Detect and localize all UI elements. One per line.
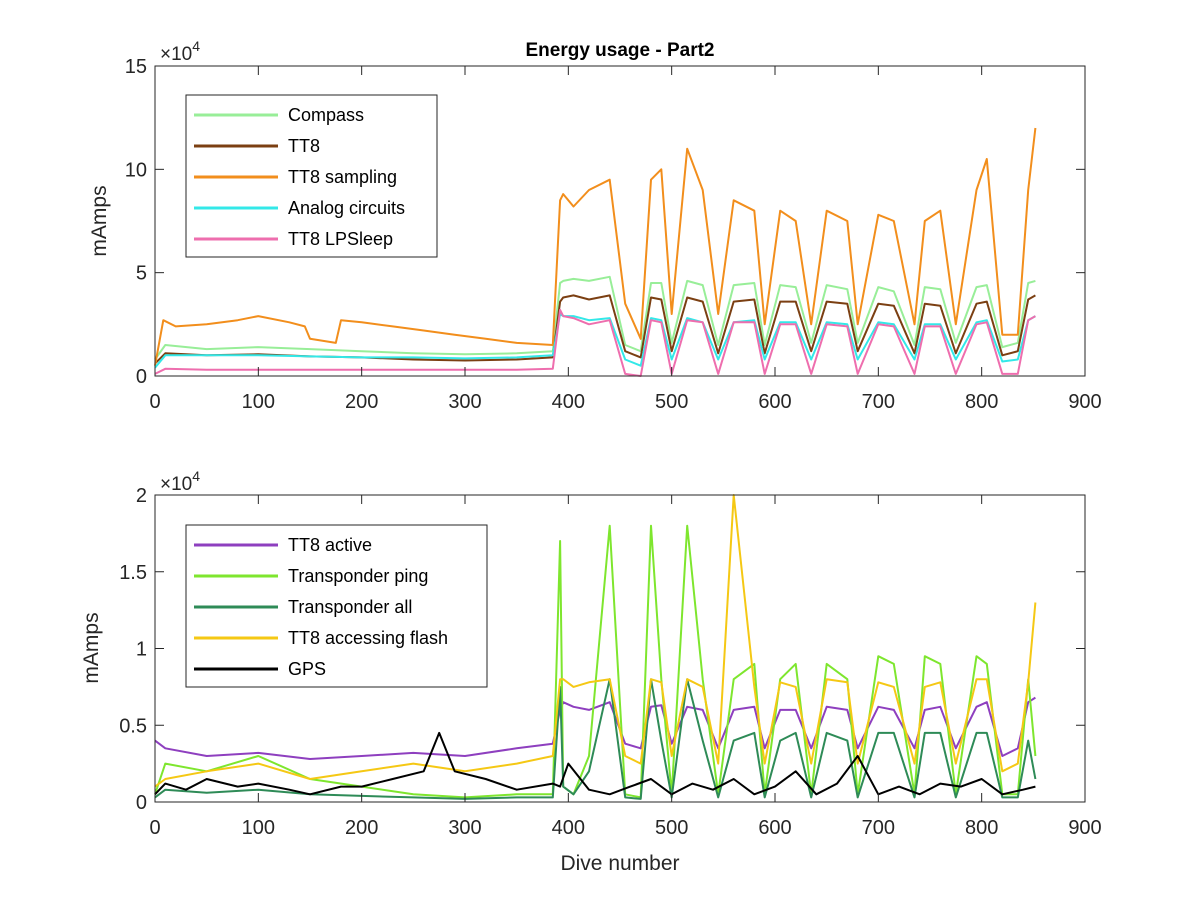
top-chart-x-tick-label: 100	[242, 391, 275, 413]
top-chart-x-tick-label: 800	[965, 391, 998, 413]
bottom-chart-y-tick-label: 1.5	[119, 562, 147, 584]
bottom-chart-ticks: 0 100 200 300 400 500 600 700 800 900 0 0.5 1 1.5 2	[119, 485, 1102, 839]
bottom-chart-x-axis-label: Dive number	[560, 852, 679, 875]
bottom-chart: 0 100 200 300 400 500 600 700 800 900 0 0.5 1 1.5 2 Di…	[80, 468, 1102, 875]
top-chart-series	[154, 127, 1037, 377]
bottom-chart-series-transponder-ping	[154, 524, 1037, 799]
bottom-chart-x-tick-label: 800	[965, 817, 998, 839]
top-chart-title: Energy usage - Part2	[525, 40, 714, 61]
bottom-chart-legend-label: TT8 active	[288, 535, 372, 555]
top-chart-x-tick-label: 700	[862, 391, 895, 413]
top-chart-x-tick-label: 600	[758, 391, 791, 413]
bottom-chart-series-transponder-all	[154, 678, 1037, 800]
bottom-chart-y-exponent-power: 4	[192, 468, 200, 484]
top-chart-legend: Compass TT8 TT8 sampling Analog circuits TT8…	[185, 94, 438, 258]
top-chart-y-exponent-base: ×10	[160, 44, 192, 65]
top-chart-series-tt8-lpsleep	[154, 308, 1036, 377]
top-chart-x-tick-label: 400	[552, 391, 585, 413]
top-chart-legend-label: Compass	[288, 105, 364, 125]
bottom-chart-x-tick-label: 900	[1068, 817, 1101, 839]
top-chart-y-tick-label: 0	[136, 366, 147, 388]
top-chart-y-tick-label: 10	[125, 159, 147, 181]
top-chart-legend-label: TT8	[288, 136, 320, 156]
bottom-chart-x-tick-label: 200	[345, 817, 378, 839]
bottom-chart-legend-label: Transponder all	[288, 597, 412, 617]
bottom-chart-legend-label: GPS	[288, 659, 326, 679]
top-chart-y-exponent-power: 4	[192, 38, 200, 54]
bottom-chart-x-tick-label: 700	[862, 817, 895, 839]
bottom-chart-series	[154, 494, 1037, 800]
bottom-chart-y-tick-label: 0	[136, 792, 147, 814]
top-chart: 0 100 200 300 400 500 600 700 800 900 0 5 10 15 Energ…	[88, 38, 1102, 413]
bottom-chart-series-gps	[154, 731, 1036, 796]
top-chart-legend-label: Analog circuits	[288, 198, 405, 218]
top-chart-y-axis-label: mAmps	[88, 185, 111, 256]
top-chart-axes-frame	[154, 65, 1086, 377]
bottom-chart-x-tick-label: 0	[149, 817, 160, 839]
bottom-chart-y-tick-label: 0.5	[119, 715, 147, 737]
bottom-chart-x-tick-label: 400	[552, 817, 585, 839]
top-chart-y-tick-label: 5	[136, 263, 147, 285]
bottom-chart-legend-label: TT8 accessing flash	[288, 628, 448, 648]
top-chart-legend-label: TT8 LPSleep	[288, 229, 393, 249]
top-chart-x-tick-label: 200	[345, 391, 378, 413]
top-chart-y-exponent: ×104	[160, 38, 200, 65]
top-chart-series-tt8-sampling	[154, 127, 1037, 366]
top-chart-y-tick-label: 15	[125, 56, 147, 78]
bottom-chart-x-tick-label: 600	[758, 817, 791, 839]
top-chart-x-tick-label: 500	[655, 391, 688, 413]
bottom-chart-legend-label: Transponder ping	[288, 566, 428, 586]
top-chart-ticks: 0 100 200 300 400 500 600 700 800 900 0 5 10 15	[125, 56, 1102, 413]
top-chart-axes-box	[154, 65, 1086, 377]
bottom-chart-y-exponent-base: ×10	[160, 474, 192, 495]
bottom-chart-legend-box	[185, 524, 488, 688]
top-chart-series-compass	[154, 275, 1036, 361]
bottom-chart-legend: TT8 active Transponder ping Transponder al…	[185, 524, 488, 688]
top-chart-legend-label: TT8 sampling	[288, 167, 397, 187]
top-chart-x-tick-label: 300	[448, 391, 481, 413]
bottom-chart-series-tt8-accessing-flash	[154, 494, 1037, 788]
bottom-chart-x-tick-label: 500	[655, 817, 688, 839]
top-chart-series-tt8	[154, 294, 1036, 365]
top-chart-series-analog-circuits	[154, 313, 1036, 369]
bottom-chart-y-tick-label: 2	[136, 485, 147, 507]
bottom-chart-y-axis-label: mAmps	[80, 612, 103, 683]
top-chart-x-tick-label: 900	[1068, 391, 1101, 413]
bottom-chart-x-tick-label: 300	[448, 817, 481, 839]
bottom-chart-y-tick-label: 1	[136, 639, 147, 661]
top-chart-x-tick-label: 0	[149, 391, 160, 413]
bottom-chart-x-tick-label: 100	[242, 817, 275, 839]
bottom-chart-y-exponent: ×104	[160, 468, 200, 495]
